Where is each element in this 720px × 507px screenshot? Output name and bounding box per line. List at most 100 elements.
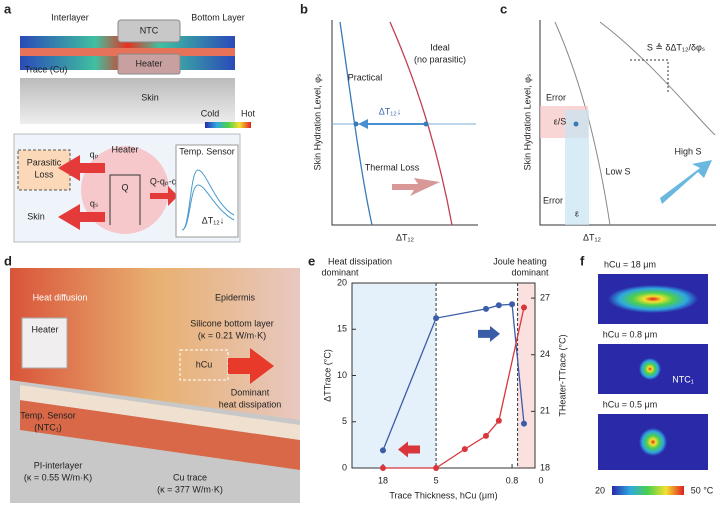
colorbar (612, 486, 684, 495)
panel-a: a Interlayer NTC Bottom Layer Trace (Cu)… (4, 1, 256, 243)
label: (NTC₁) (34, 422, 62, 432)
y2-tick-label: 21 (540, 406, 550, 416)
label: Heater (31, 324, 58, 334)
data-point (520, 420, 527, 427)
axis-label: ΔT₁₂ (396, 232, 415, 242)
arrow (228, 348, 274, 384)
label: Trace (Cu) (25, 64, 68, 74)
label: heat dissipation (219, 399, 282, 409)
label: Temp. Sensor (20, 410, 76, 420)
arrow (58, 204, 105, 230)
label: hCu = 0.8 μm (603, 329, 657, 339)
series-line (382, 307, 525, 469)
arrow (58, 155, 105, 181)
low-s-curve (554, 21, 611, 226)
label: 20 (595, 485, 605, 495)
label: (κ = 377 W/m·K) (157, 484, 223, 494)
label: Practical (348, 72, 383, 82)
axis-label: Skin Hydration Level, φₛ (312, 74, 322, 171)
label: Interlayer (51, 12, 89, 22)
axis-label: ΔT₁₂ (583, 232, 602, 242)
x-tick-label: 0.8 (506, 475, 519, 485)
label: Cu trace (173, 472, 207, 482)
y-tick-label: 5 (342, 416, 347, 426)
label: Bottom Layer (191, 12, 245, 22)
label: hCu (196, 359, 213, 369)
y-axis-label: ΔTTrace (°C) (322, 349, 332, 402)
key-arrow (398, 441, 420, 458)
label: hCu = 0.5 μm (603, 399, 657, 409)
colorbar (205, 122, 251, 128)
label: Q (121, 182, 128, 192)
label: 50 °C (691, 485, 714, 495)
axes (331, 20, 478, 226)
y-tick-label: 20 (337, 277, 347, 287)
data-point (461, 446, 468, 453)
y-tick-label: 15 (337, 324, 347, 334)
label: NTC₁ (672, 374, 694, 384)
point (573, 121, 579, 127)
label: Low S (605, 166, 630, 176)
label: Heat diffusion (33, 292, 88, 302)
label: ε (575, 208, 579, 218)
label: Error (546, 92, 566, 102)
label: (κ = 0.55 W/m·K) (24, 472, 92, 482)
data-point (509, 301, 516, 308)
label: Q-qₚ-qₛ (150, 176, 180, 186)
series-line (382, 303, 525, 451)
label: Error (543, 195, 563, 205)
region-shade (517, 283, 535, 468)
annotation: dominant (511, 267, 549, 277)
y2-tick-label: 18 (540, 462, 550, 472)
data-point (495, 417, 502, 424)
sensor-box (175, 144, 239, 238)
heater-box (117, 53, 181, 75)
slope (630, 59, 669, 92)
panel-label: d (4, 253, 12, 268)
label: NTC (140, 25, 159, 35)
label: (κ = 0.21 W/m·K) (198, 330, 266, 340)
data-point (482, 432, 489, 439)
panel-e: e Heat dissipation dominant Joule heatin… (308, 253, 567, 500)
arrow (150, 186, 178, 206)
sensor-curve (181, 169, 235, 231)
pi-layer (20, 385, 300, 440)
label: hCu = 18 μm (604, 259, 656, 269)
heater-block (21, 317, 68, 369)
label: qₛ (90, 198, 98, 208)
y-tick-label: 0 (342, 462, 347, 472)
label: ΔT₁₂↓ (202, 215, 225, 225)
panel-label: e (308, 253, 315, 268)
trace-layer (20, 48, 235, 56)
sensor-curve (181, 184, 235, 231)
error-band (565, 110, 589, 225)
label: Parasitic (27, 157, 62, 167)
annotation: dominant (321, 267, 359, 277)
label: Thermal Loss (365, 162, 420, 172)
point (353, 121, 359, 127)
label: Skin (27, 211, 45, 221)
heat-spot (639, 428, 667, 456)
label: Epidermis (215, 292, 256, 302)
heat-spot (639, 358, 661, 380)
label: Silicone bottom layer (190, 318, 274, 328)
y2-tick-label: 27 (540, 292, 550, 302)
panel-c: c Skin Hydration Level, φₛ S ≜ δΔT₁₂/δφₛ… (500, 1, 716, 242)
x-end-label: 0 (538, 475, 543, 485)
arrow (392, 178, 440, 196)
label: Cold (201, 108, 220, 118)
point (423, 121, 429, 127)
label: Skin (141, 92, 159, 102)
arrow (660, 160, 712, 204)
x-axis-label: Trace Thickness, hCu (μm) (389, 490, 497, 500)
label: Heater (135, 58, 162, 68)
label: High S (674, 146, 701, 156)
panel-b: b Skin Hydration Level, φₛ Ideal (no par… (300, 1, 478, 242)
label: Loss (34, 169, 54, 179)
y-tick-label: 10 (337, 370, 347, 380)
label: Hot (241, 108, 256, 118)
data-point (379, 465, 386, 471)
axis-label: Skin Hydration Level, φₛ (522, 74, 532, 171)
panel-d: d Heat diffusion Epidermis Silicone bott… (4, 253, 300, 503)
skin-block (20, 78, 235, 124)
